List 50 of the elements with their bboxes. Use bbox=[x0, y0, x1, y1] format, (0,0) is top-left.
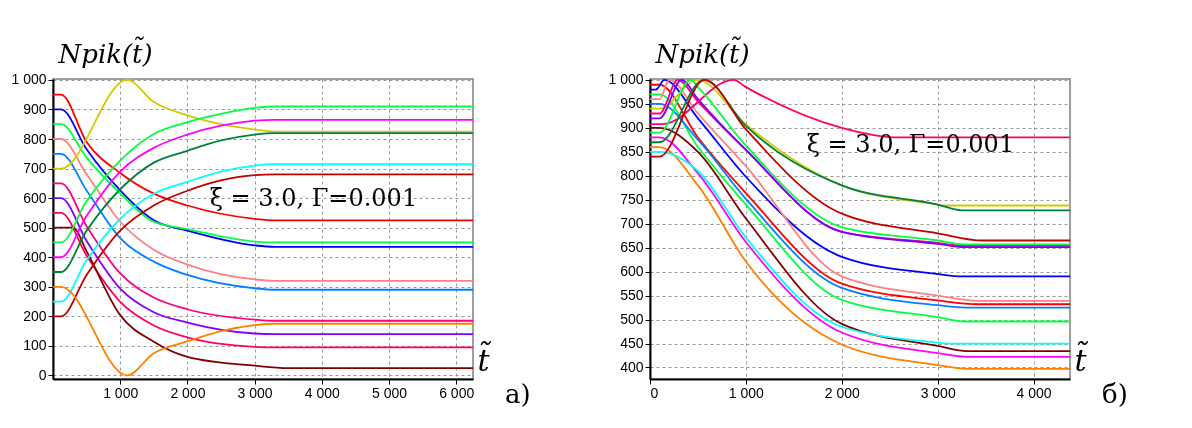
text: а) bbox=[505, 379, 531, 409]
y-tick-label: 800 bbox=[620, 167, 644, 184]
x-tick-label: 2 000 bbox=[824, 384, 861, 401]
x-tick-label: 1 000 bbox=[728, 384, 765, 401]
y-tick-label: 500 bbox=[23, 219, 47, 236]
x-tick-label: 5 000 bbox=[371, 384, 408, 401]
x-tick-label: 3 000 bbox=[237, 384, 273, 401]
y-tick-label: 950 bbox=[620, 95, 644, 112]
y-tick-label: 0 bbox=[38, 366, 47, 383]
y-tick-label: 300 bbox=[23, 278, 47, 295]
y-tick-label: 700 bbox=[620, 215, 644, 232]
y-tick-label: 600 bbox=[620, 263, 644, 280]
x-tick-label: 4 000 bbox=[1016, 384, 1052, 401]
x-tick-label: 1 000 bbox=[103, 384, 139, 401]
y-tick-label: 900 bbox=[620, 119, 644, 136]
text: б) bbox=[1102, 379, 1128, 409]
x-tick-label: 3 000 bbox=[920, 384, 956, 401]
y-tick-label: 100 bbox=[23, 337, 47, 354]
x-tick-label: 4 000 bbox=[304, 384, 341, 401]
line-series bbox=[53, 163, 473, 303]
x-tick-label: 6 000 bbox=[439, 384, 475, 401]
y-tick-label: 400 bbox=[620, 359, 644, 375]
y-tick-label: 200 bbox=[23, 307, 47, 324]
y-axis-title: Npik(t̃) bbox=[654, 35, 750, 69]
y-tick-label: 1 000 bbox=[11, 71, 47, 88]
annotation: ξ = 3.0, Γ=0.001 bbox=[806, 130, 1015, 158]
x-tick-label: 2 000 bbox=[170, 384, 206, 401]
y-tick-label: 500 bbox=[620, 311, 644, 328]
line-series bbox=[53, 211, 473, 349]
line-series bbox=[53, 152, 473, 291]
y-tick-label: 1 000 bbox=[608, 71, 644, 88]
annotation: ξ = 3.0, Γ=0.001 bbox=[209, 184, 418, 212]
y-tick-label: 450 bbox=[620, 335, 644, 352]
y-tick-label: 550 bbox=[620, 287, 644, 304]
y-tick-label: 600 bbox=[23, 189, 47, 206]
y-tick-label: 750 bbox=[620, 191, 644, 208]
line-series bbox=[53, 226, 473, 369]
line-series bbox=[53, 93, 473, 222]
y-axis-title: Npik(t̃) bbox=[57, 35, 153, 69]
y-tick-label: 700 bbox=[23, 160, 47, 177]
y-tick-label: 650 bbox=[620, 239, 644, 256]
x-axis-title: t̃ bbox=[477, 341, 493, 378]
x-axis-title: t̃ bbox=[1074, 341, 1090, 378]
y-tick-label: 800 bbox=[23, 130, 47, 147]
y-tick-label: 850 bbox=[620, 143, 644, 160]
y-tick-label: 400 bbox=[23, 248, 47, 265]
line-series bbox=[53, 79, 473, 170]
y-tick-label: 900 bbox=[23, 100, 47, 117]
line-series bbox=[53, 285, 473, 377]
x-tick-label: 0 bbox=[650, 384, 659, 401]
